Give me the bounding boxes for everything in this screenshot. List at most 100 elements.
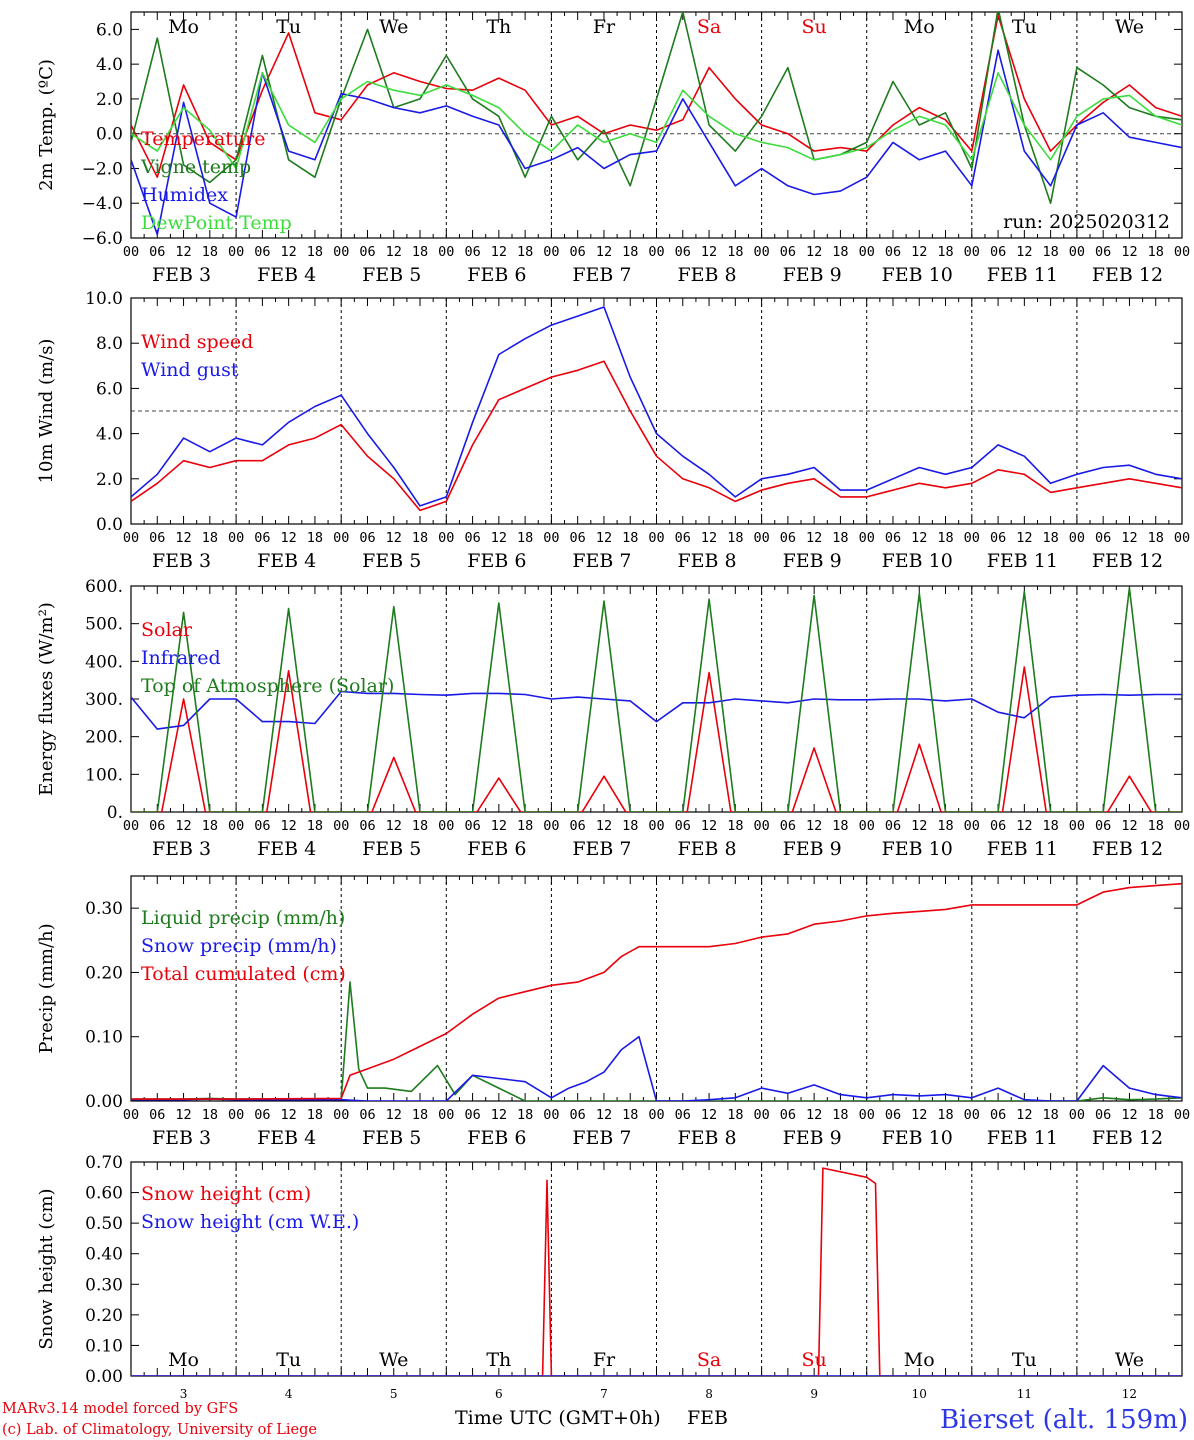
hour-label: 18: [1148, 530, 1164, 546]
hour-label: 00: [753, 818, 769, 834]
panel-snow: 0.00 0.10 0.20 0.30 0.40 0.50 0.60 0.70 Snow hei…: [36, 1153, 1183, 1401]
y-axis-label: 10m Wind (m/s): [36, 339, 57, 484]
date-label: FEB 9: [783, 1127, 842, 1149]
hour-label: 18: [412, 530, 428, 546]
date-label: FEB 3: [152, 1127, 211, 1149]
y-tick-label: 4.0: [96, 55, 123, 75]
hour-label: 18: [622, 244, 638, 260]
y-tick-label: 2.0: [96, 470, 123, 490]
date-label: FEB 3: [152, 264, 211, 286]
y-tick-label: 500.: [85, 615, 123, 635]
hour-label: 18: [202, 1107, 218, 1123]
weekday-label: Th: [486, 16, 511, 38]
date-label: FEB 7: [572, 550, 631, 572]
hour-label: 18: [832, 1107, 848, 1123]
hour-label: 06: [990, 530, 1006, 546]
hour-label: 18: [412, 1107, 428, 1123]
weekday-label: Fr: [593, 1349, 616, 1371]
y-tick-label: 0.30: [85, 899, 123, 919]
hour-label: 00: [753, 530, 769, 546]
hour-label: 18: [622, 818, 638, 834]
hour-label: 00: [543, 1107, 559, 1123]
hour-label: 00: [964, 530, 980, 546]
hour-label: 18: [1042, 244, 1058, 260]
hour-label: 18: [517, 244, 533, 260]
hour-label: 00: [543, 530, 559, 546]
hour-label: 00: [438, 530, 454, 546]
weekday-label: Su: [802, 16, 827, 38]
day-number-label: 12: [1122, 1387, 1137, 1401]
hour-label: 00: [438, 818, 454, 834]
series-line: [131, 14, 1182, 178]
y-tick-label: −6.0: [82, 229, 123, 249]
hour-label: 00: [333, 1107, 349, 1123]
hour-label: 06: [1095, 1107, 1111, 1123]
day-number-label: 5: [390, 1387, 398, 1401]
hour-label: 12: [281, 244, 297, 260]
hour-label: 06: [885, 818, 901, 834]
y-tick-label: 0.20: [85, 963, 123, 983]
hour-label: 18: [1148, 244, 1164, 260]
hour-label: 00: [543, 244, 559, 260]
date-label: FEB 9: [783, 550, 842, 572]
hour-label: 18: [937, 530, 953, 546]
hour-label: 18: [307, 530, 323, 546]
hour-label: 00: [1069, 530, 1085, 546]
hour-label: 06: [464, 1107, 480, 1123]
hour-label: 00: [859, 818, 875, 834]
hour-label: 18: [517, 1107, 533, 1123]
y-tick-label: 0.50: [85, 1214, 123, 1234]
hour-label: 18: [937, 244, 953, 260]
hour-label: 00: [648, 244, 664, 260]
hour-label: 12: [596, 244, 612, 260]
hour-label: 06: [570, 1107, 586, 1123]
legend-entry: Total cumulated (cm): [141, 963, 346, 985]
hour-label: 18: [1042, 530, 1058, 546]
legend-entry: Liquid precip (mm/h): [141, 907, 345, 929]
hour-label: 00: [333, 530, 349, 546]
weekday-label: Fr: [593, 16, 616, 38]
hour-label: 00: [123, 818, 139, 834]
date-label: FEB 5: [362, 1127, 421, 1149]
series-line: [131, 690, 1182, 730]
y-tick-label: 10.0: [85, 289, 123, 309]
hour-label: 18: [1148, 818, 1164, 834]
hour-label: 06: [254, 244, 270, 260]
series-line: [131, 981, 1182, 1101]
weekday-label: Mo: [168, 1349, 199, 1371]
hour-label: 06: [464, 530, 480, 546]
date-label: FEB 5: [362, 838, 421, 860]
hour-label: 06: [254, 530, 270, 546]
date-label: FEB 6: [467, 550, 526, 572]
day-number-label: 11: [1017, 1387, 1032, 1401]
weekday-label: Tu: [1012, 1349, 1037, 1371]
hour-label: 18: [307, 818, 323, 834]
date-label: FEB 4: [257, 1127, 316, 1149]
hour-label: 12: [281, 530, 297, 546]
legend-entry: Wind gust: [141, 359, 239, 381]
date-label: FEB 11: [987, 550, 1058, 572]
legend-entry: Wind speed: [141, 331, 253, 353]
y-tick-label: 0.40: [85, 1245, 123, 1265]
hour-label: 12: [386, 244, 402, 260]
hour-label: 12: [1016, 818, 1032, 834]
y-tick-label: −4.0: [82, 194, 123, 214]
date-label: FEB 7: [572, 838, 631, 860]
series-line: [131, 1035, 1182, 1101]
hour-label: 00: [228, 244, 244, 260]
hour-label: 00: [228, 1107, 244, 1123]
hour-label: 12: [175, 530, 191, 546]
y-tick-label: 0.20: [85, 1306, 123, 1326]
hour-label: 12: [596, 818, 612, 834]
hour-label: 18: [832, 244, 848, 260]
hour-label: 00: [438, 244, 454, 260]
hour-label: 12: [491, 530, 507, 546]
hour-label: 06: [990, 244, 1006, 260]
hour-label: 06: [359, 818, 375, 834]
legend-entry: DewPoint Temp: [141, 212, 292, 234]
x-axis-month: FEB: [687, 1407, 728, 1429]
station-name: Bierset (alt. 159m): [940, 1405, 1188, 1435]
hour-label: 06: [780, 530, 796, 546]
hour-label: 00: [859, 530, 875, 546]
